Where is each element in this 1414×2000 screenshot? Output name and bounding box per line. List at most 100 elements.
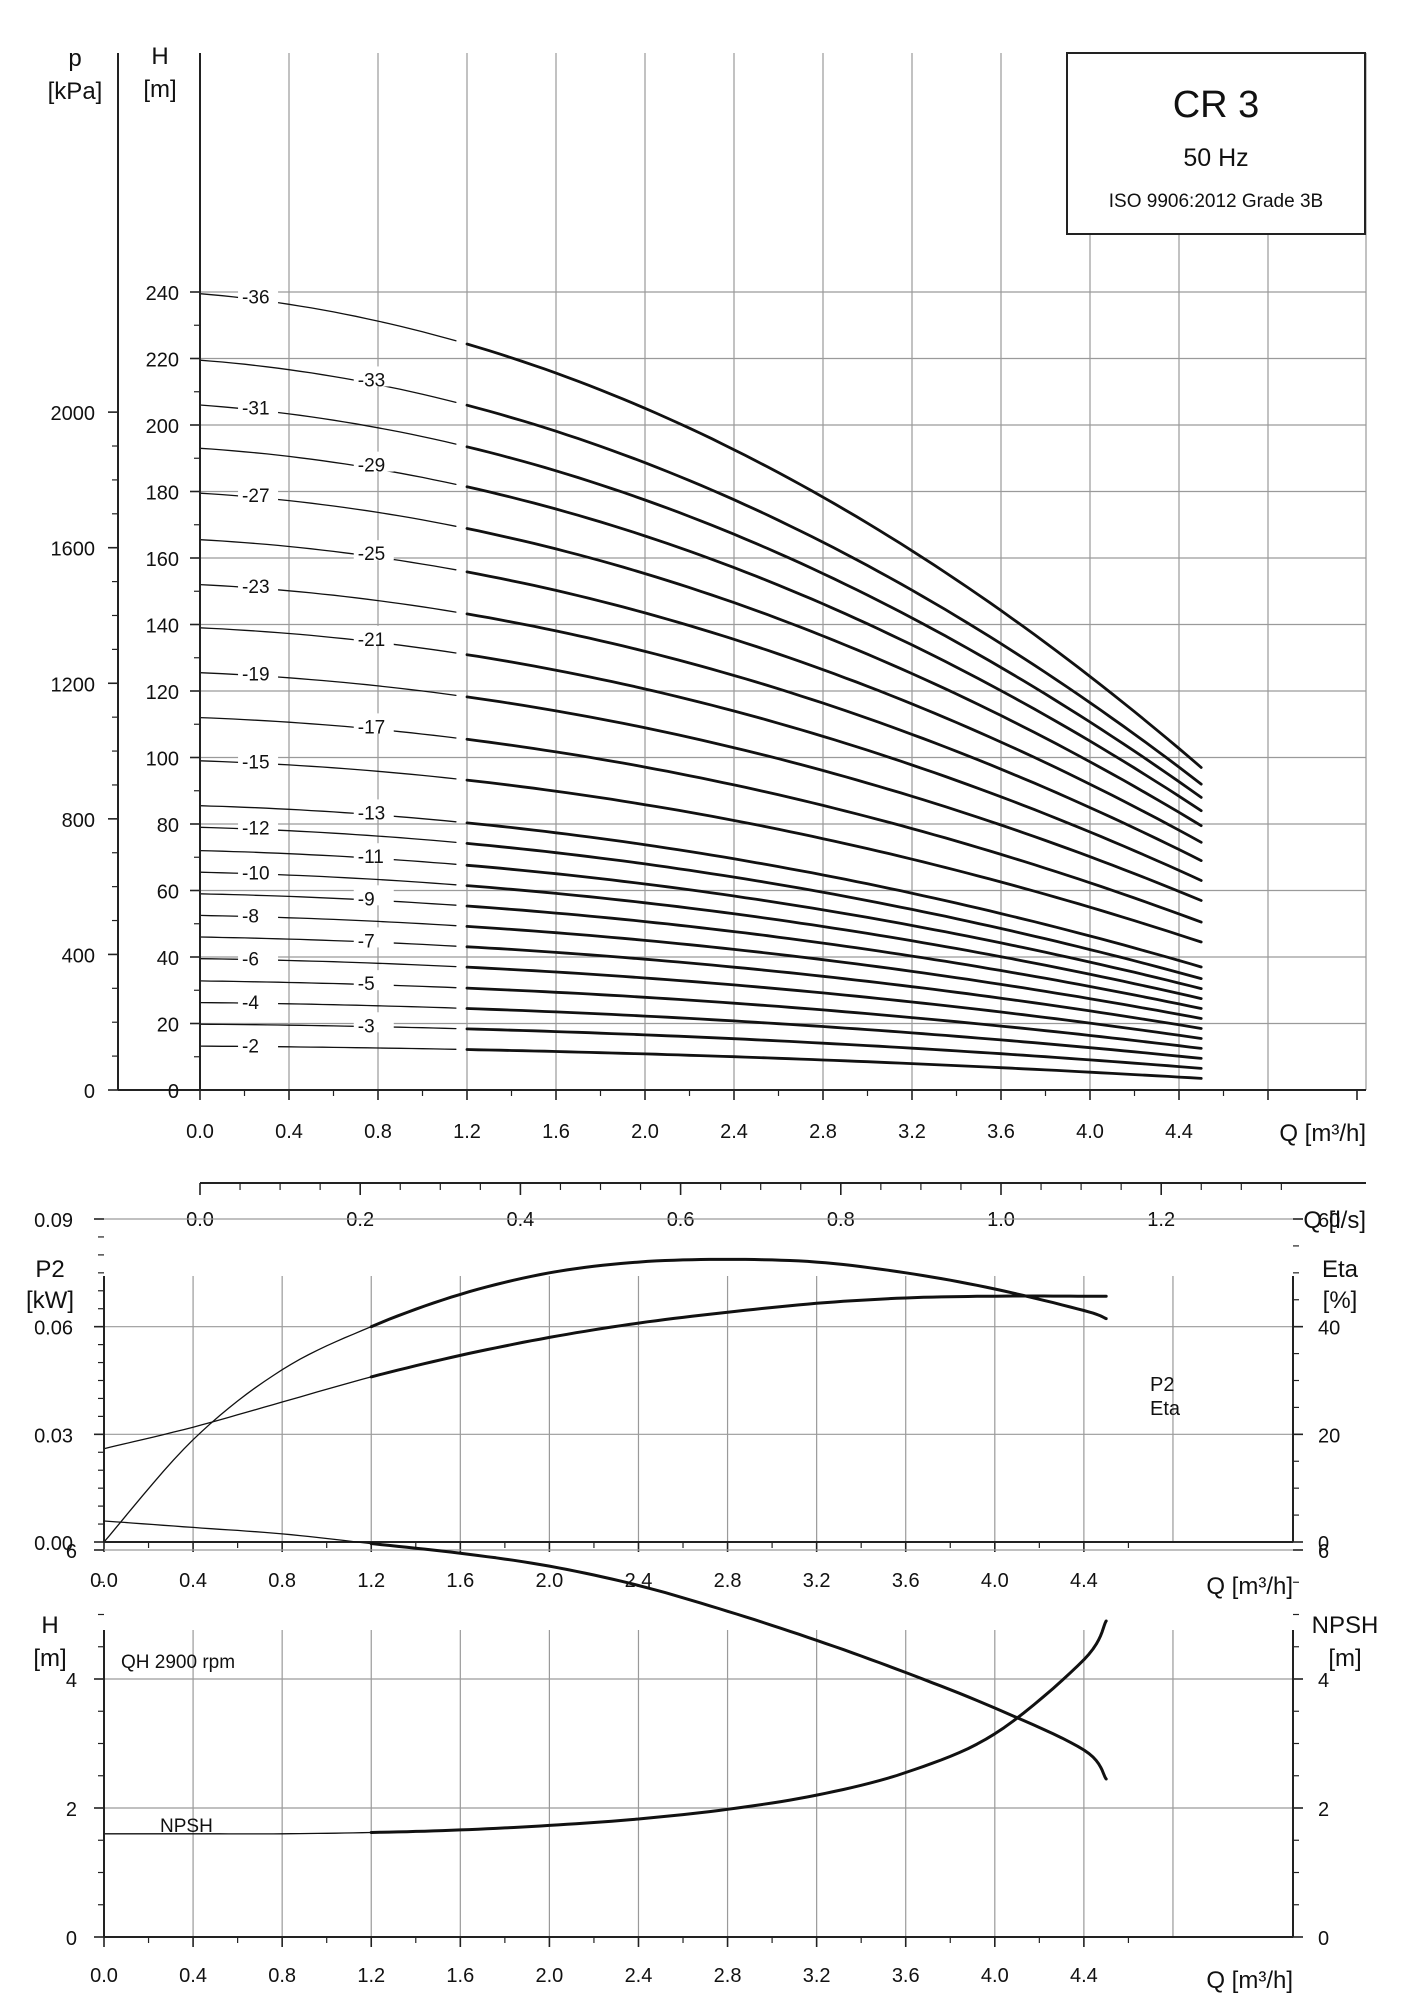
q-tick-label: 4.0: [1076, 1121, 1104, 1143]
eta-curve-thin: [103, 1326, 372, 1543]
npsh-curves: [103, 1520, 1108, 1835]
npsh-tick-label: 2: [1318, 1799, 1329, 1821]
power-curves: [103, 1257, 1108, 1543]
h-tick-label: 40: [157, 948, 179, 970]
qh-curve-label: -11: [358, 847, 384, 868]
qh-curve: [465, 737, 1203, 924]
qh-curve-label: -12: [242, 819, 269, 840]
p-axis-label: p: [68, 45, 81, 72]
qh-curve-thin: [199, 627, 457, 654]
qh-curve: [465, 965, 1203, 1040]
q-tick-label: 2.4: [720, 1121, 748, 1143]
qh-curve-label: -10: [242, 863, 269, 884]
qh-2900-curve-label: QH 2900 rpm: [121, 1652, 235, 1673]
q-ls-label: Q [l/s]: [1303, 1207, 1366, 1234]
qh-curve: [465, 527, 1203, 828]
qh-curve-thin: [199, 1023, 457, 1030]
q-tick-label: 3.2: [898, 1121, 926, 1143]
h-tick-label: 140: [146, 616, 179, 638]
chart-standard: ISO 9906:2012 Grade 3B: [1109, 191, 1323, 212]
qh-curve-label: -21: [358, 630, 385, 651]
qh-curve-label: -29: [358, 456, 385, 477]
qh-curve-label: -7: [358, 931, 375, 952]
p-tick-label: 1200: [51, 674, 96, 696]
h-tick-label: 120: [146, 682, 179, 704]
qh-curve-label: -2: [242, 1036, 259, 1057]
npsh-q-tick-label: 1.2: [357, 1965, 385, 1987]
qh-curve-thin: [199, 980, 457, 989]
qh-curve-label: -25: [358, 544, 385, 565]
qh-curve-label-bg: [238, 859, 279, 880]
power-q-tick-label: 3.6: [892, 1570, 920, 1592]
qh-curve-label-bg: [238, 283, 279, 304]
power-q-tick-label: 2.0: [535, 1570, 563, 1592]
qh-chart-axes: 0 20 40 60 80 100 120 140 160 180 200 220 240 0 400 800…: [51, 53, 1366, 1143]
h-tick-label-bottom: 4: [66, 1670, 77, 1692]
qh-curve: [465, 1007, 1203, 1060]
qh-curve-label: -36: [242, 288, 269, 309]
q-tick-label: 0.0: [186, 1121, 214, 1143]
h-tick-label-bottom: 0: [66, 1928, 77, 1950]
npsh-chart-grid: [104, 1549, 1293, 1937]
h-tick-label: 200: [146, 416, 179, 438]
qh-curve-label-bg: [238, 945, 279, 966]
qh-curve-thin: [199, 893, 457, 906]
qh-curve-label: -4: [242, 993, 259, 1014]
npsh-q-tick-label: 3.6: [892, 1965, 920, 1987]
qh-curve-label: -13: [358, 803, 385, 824]
npsh-curve: [369, 1619, 1108, 1834]
ls-tick-label: 1.0: [987, 1209, 1015, 1231]
qh-curve-label-bg: [353, 1012, 394, 1033]
h-axis-unit-bottom: [m]: [33, 1645, 66, 1672]
h-axis-label-bottom: H: [41, 1612, 58, 1639]
npsh-q-tick-label: 0.8: [268, 1965, 296, 1987]
ls-tick-label: 1.2: [1147, 1209, 1175, 1231]
qh-2900-curve: [369, 1542, 1108, 1781]
p2-curve-label: P2: [1150, 1374, 1174, 1396]
qh-curve-label-bg: [353, 927, 394, 948]
p-axis-unit: [kPa]: [48, 78, 103, 105]
qh-curve-label-bg: [238, 572, 279, 593]
qh-curve-label-bg: [353, 713, 394, 734]
qh-curve-thin: [199, 849, 457, 865]
h-axis-unit: [m]: [143, 76, 176, 103]
qh-curve-label-bg: [238, 814, 279, 835]
qh-curve-label: -31: [242, 398, 269, 419]
h-tick-label: 60: [157, 882, 179, 904]
qh-curve: [465, 986, 1203, 1050]
qh-curve-label-bg: [353, 843, 394, 864]
qh-curve-label-bg: [353, 366, 394, 387]
qh-curve: [465, 778, 1203, 944]
qh-curve: [465, 863, 1203, 990]
power-q-tick-label: 2.8: [714, 1570, 742, 1592]
npsh-tick-label: 0: [1318, 1928, 1329, 1950]
title-box: [1066, 52, 1366, 235]
p2-tick-label: 0.03: [34, 1425, 73, 1447]
q-m3h-label-power: Q [m³/h]: [1206, 1573, 1293, 1600]
qh-curve-label-bg: [238, 481, 279, 502]
npsh-q-tick-label: 3.2: [803, 1965, 831, 1987]
qh-curve-thin: [199, 359, 457, 404]
qh-curve: [465, 485, 1203, 813]
qh-curve-label: -5: [358, 974, 375, 995]
qh-curve-label-bg: [238, 1032, 279, 1053]
qh-curve-thin: [199, 936, 457, 947]
h-tick-label: 220: [146, 350, 179, 372]
qh-curve: [465, 842, 1203, 980]
h-tick-label-bottom: 2: [66, 1799, 77, 1821]
h-tick-label: 100: [146, 749, 179, 771]
power-q-tick-label: 4.4: [1070, 1570, 1098, 1592]
qh-curve-label-bg: [238, 902, 279, 923]
ls-tick-label: 0.2: [346, 1209, 374, 1231]
npsh-q-tick-label: 4.0: [981, 1965, 1009, 1987]
h-tick-label: 160: [146, 549, 179, 571]
npsh-q-tick-label: 1.6: [446, 1965, 474, 1987]
qh-curve-label: -27: [242, 486, 269, 507]
power-q-tick-label: 3.2: [803, 1570, 831, 1592]
q-tick-label: 2.0: [631, 1121, 659, 1143]
qh-curves: -2 -3 -4 -5 -6 -7 -8 -9 -10 -11 -12 -13 -15 -17 -19 -21…: [199, 283, 1203, 1080]
p2-axis-label: P2: [35, 1256, 64, 1283]
npsh-chart-axes: 0 2 4 6 0 2 4 6 0.0 0.4 0.8 1.2 1.6 2.0 2.4 2.8 3.2 3.6 4.…: [66, 1541, 1329, 1987]
qh-curve: [465, 653, 1203, 882]
